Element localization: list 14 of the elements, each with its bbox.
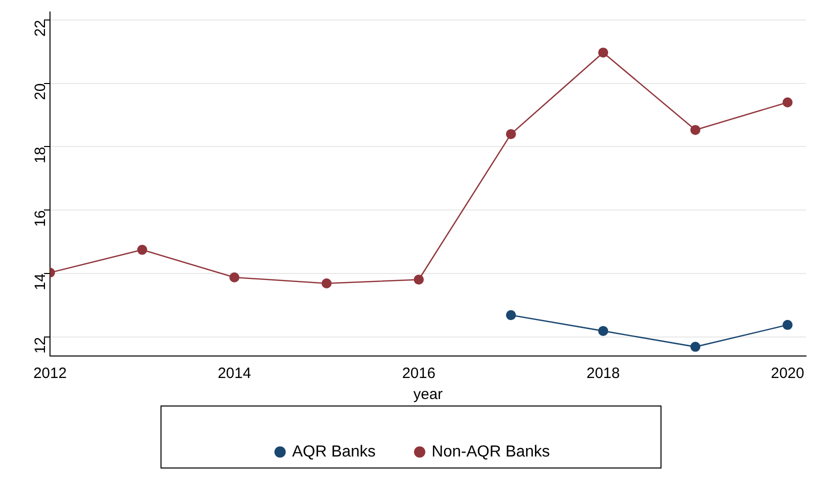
- legend-label: AQR Banks: [292, 443, 376, 460]
- y-tick-label: 12: [32, 336, 50, 354]
- y-tick-label: 18: [32, 146, 50, 164]
- x-tick-label: 2012: [33, 365, 67, 382]
- y-tick-label: 16: [32, 210, 50, 227]
- y-tick-label: 20: [32, 83, 50, 100]
- x-tick-label: 2020: [770, 365, 804, 382]
- x-tick-label: 2016: [402, 365, 436, 382]
- legend-label: Non-AQR Banks: [432, 443, 550, 460]
- y-tick-label: 14: [32, 274, 50, 290]
- x-tick-label: 2018: [586, 365, 620, 382]
- x-tick-label: 2014: [218, 365, 252, 382]
- x-axis-title: year: [413, 386, 443, 404]
- y-tick-label: 22: [32, 20, 50, 37]
